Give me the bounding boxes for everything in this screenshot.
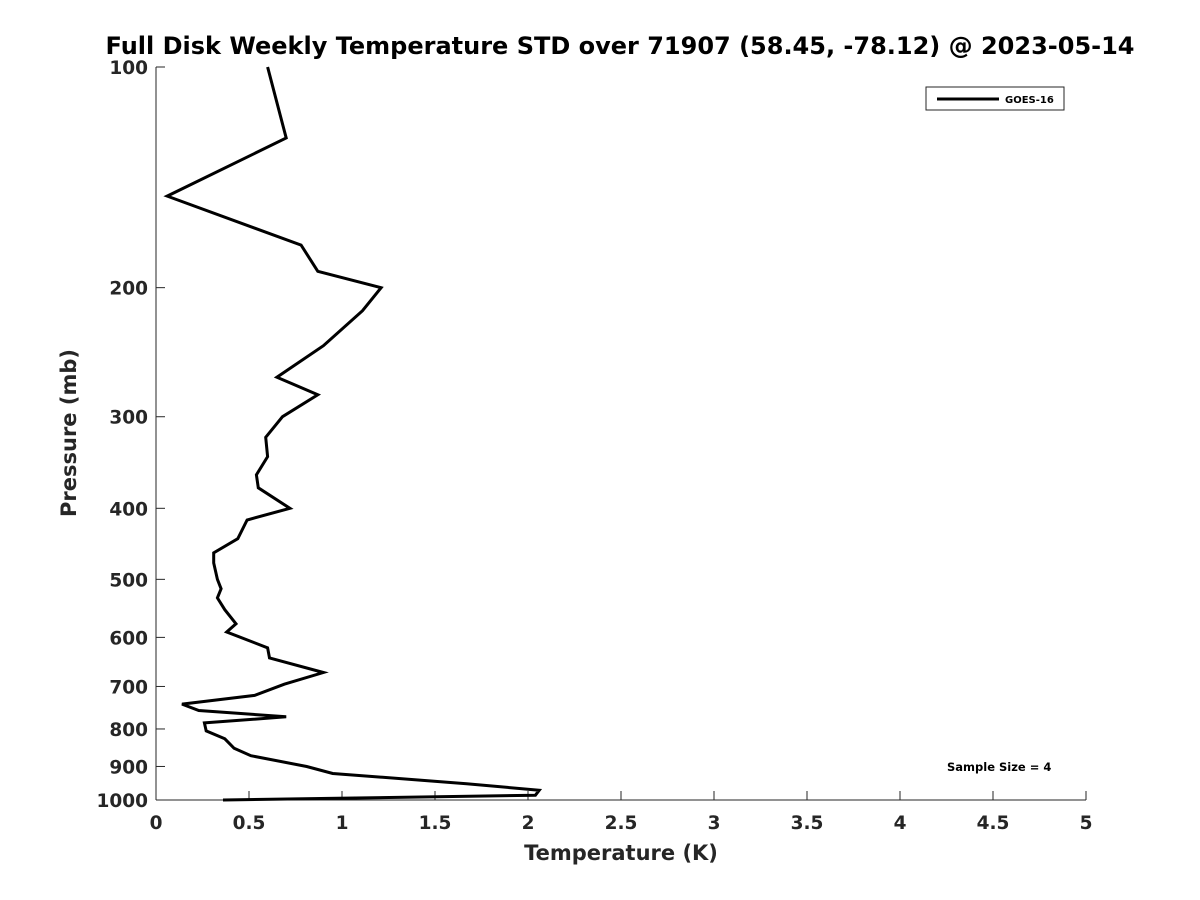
legend: GOES-16 — [925, 86, 1065, 111]
x-tick-label: 0.5 — [233, 813, 266, 834]
x-tick-label: 0 — [150, 813, 163, 834]
legend-label-goes-16: GOES-16 — [1005, 95, 1054, 106]
y-axis-ticks: 100 200 300 400 500 600 700 800 900 1000 — [97, 58, 165, 812]
y-tick-label: 700 — [109, 677, 148, 698]
y-tick-label: 800 — [109, 720, 148, 741]
y-tick-label: 600 — [109, 628, 148, 649]
x-tick-label: 4.5 — [977, 813, 1010, 834]
plot-area: 0 0.5 1 1.5 2 2.5 3 3.5 4 4.5 5 100 200 300 400 500 600… — [97, 58, 1093, 834]
series-line-goes-16 — [163, 66, 543, 802]
x-tick-label: 3.5 — [791, 813, 824, 834]
x-axis-label: Temperature (K) — [524, 841, 718, 865]
x-tick-label: 2.5 — [605, 813, 638, 834]
y-tick-label: 500 — [109, 570, 148, 591]
y-tick-label: 300 — [109, 408, 148, 429]
y-axis-label: Pressure (mb) — [57, 349, 81, 517]
sample-size-annotation: Sample Size = 4 — [947, 760, 1051, 774]
x-tick-label: 3 — [708, 813, 721, 834]
y-tick-label: 900 — [109, 757, 148, 778]
x-tick-label: 1 — [336, 813, 349, 834]
x-tick-label: 2 — [522, 813, 535, 834]
y-tick-label: 100 — [109, 58, 148, 79]
y-tick-label: 400 — [109, 499, 148, 520]
x-tick-label: 4 — [894, 813, 907, 834]
x-tick-label: 1.5 — [419, 813, 452, 834]
chart-title: Full Disk Weekly Temperature STD over 71… — [106, 32, 1135, 60]
series-layer — [163, 66, 543, 802]
y-tick-label: 200 — [109, 279, 148, 300]
x-tick-label: 5 — [1080, 813, 1093, 834]
x-axis-ticks: 0 0.5 1 1.5 2 2.5 3 3.5 4 4.5 5 — [150, 791, 1093, 834]
y-tick-label: 1000 — [97, 791, 149, 812]
